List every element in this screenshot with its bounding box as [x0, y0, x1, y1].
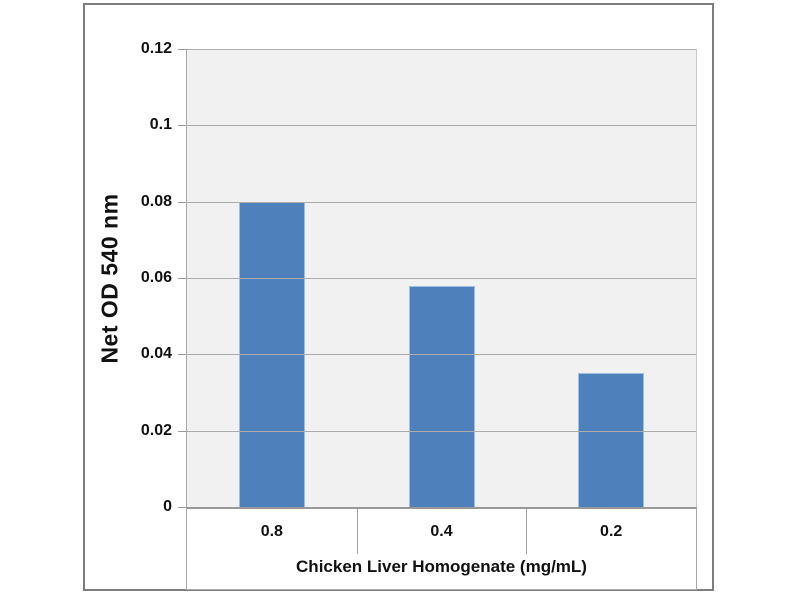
- category-separator: [356, 509, 358, 554]
- x-axis-box: 0.8 0.4 0.2 Chicken Liver Homogenate (mg/m…: [186, 507, 697, 590]
- y-axis-tick-label: 0.02: [140, 421, 172, 439]
- y-axis-tick-mark: [178, 201, 186, 203]
- bar-slot: [357, 49, 527, 507]
- category-separator: [526, 509, 528, 554]
- y-axis-tick-marks: [178, 49, 186, 508]
- y-axis-tick-mark: [178, 430, 186, 432]
- gridline: [187, 430, 696, 432]
- y-axis-tick-mark: [178, 49, 186, 50]
- y-axis-tick-label: 0.06: [140, 269, 172, 286]
- bar-slot: [187, 49, 357, 507]
- bar: [238, 201, 305, 507]
- plot-area: [186, 49, 697, 507]
- bar-slot: [526, 49, 696, 507]
- x-axis-title: Chicken Liver Homogenate (mg/mL): [296, 557, 587, 576]
- y-axis-tick-label: 0: [163, 498, 172, 515]
- category-label: 0.4: [430, 522, 453, 540]
- gridline: [187, 201, 696, 203]
- bar: [408, 285, 475, 507]
- category-row: 0.8 0.4 0.2: [187, 509, 696, 554]
- y-axis-tick-label: 0.1: [149, 116, 172, 134]
- gridline: [187, 278, 696, 279]
- y-axis-tick-mark: [178, 125, 186, 127]
- bar: [578, 373, 645, 507]
- category-label: 0.2: [600, 522, 623, 540]
- y-axis-tick-mark: [178, 507, 186, 508]
- chart-frame: Net OD 540 nm 0 0.02 0.04 0.06 0.08 0.1 0.12 0…: [83, 3, 714, 591]
- y-axis-tick-mark: [178, 354, 186, 356]
- y-axis-tick-labels: 0 0.02 0.04 0.06 0.08 0.1 0.12: [85, 40, 172, 515]
- y-axis-tick-label: 0.08: [140, 192, 172, 210]
- gridline: [187, 49, 696, 50]
- y-axis-tick-label: 0.04: [140, 345, 172, 363]
- gridline: [187, 125, 696, 127]
- category-label: 0.8: [260, 522, 283, 540]
- y-axis-tick-label: 0.12: [140, 40, 172, 57]
- bars-row: [187, 49, 696, 507]
- gridline: [187, 354, 696, 356]
- y-axis-tick-mark: [178, 278, 186, 279]
